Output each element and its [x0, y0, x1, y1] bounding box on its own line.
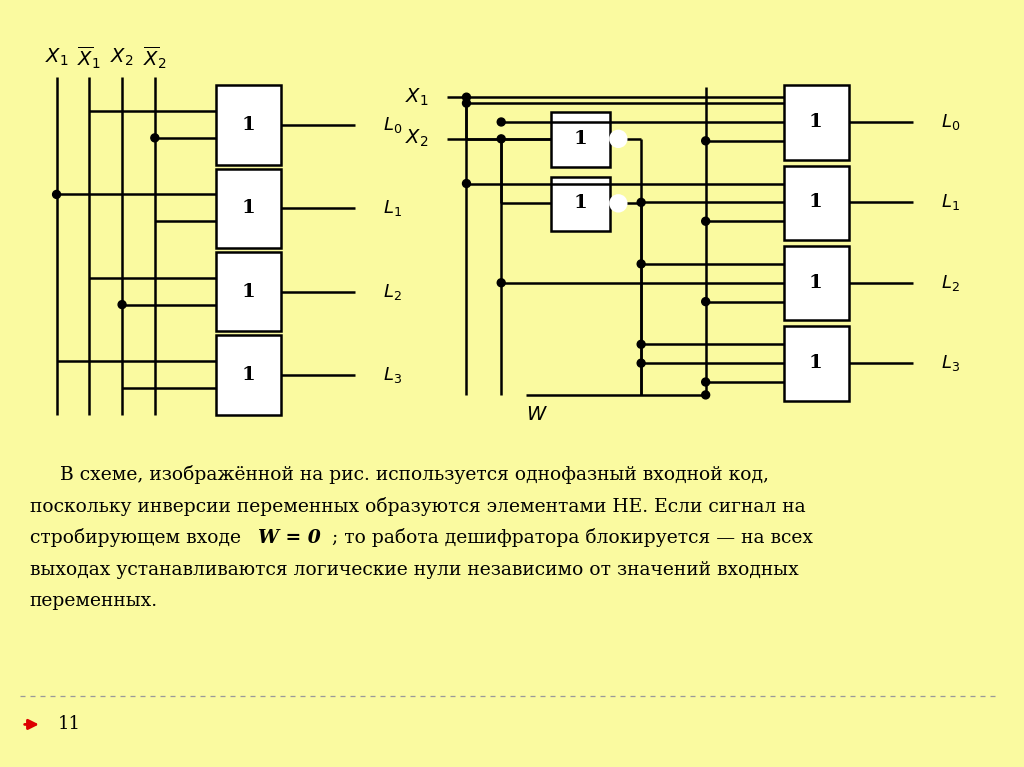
Text: $X_2$: $X_2$ — [111, 47, 134, 68]
Bar — [551, 176, 610, 231]
Text: W = 0: W = 0 — [258, 528, 321, 547]
Bar — [216, 252, 281, 331]
Text: 1: 1 — [809, 193, 822, 212]
Text: $\overline{X}_1$: $\overline{X}_1$ — [78, 44, 101, 71]
Circle shape — [463, 179, 470, 187]
Circle shape — [498, 118, 505, 126]
Circle shape — [610, 131, 627, 146]
Text: 1: 1 — [242, 283, 255, 301]
Text: 1: 1 — [242, 199, 255, 217]
Circle shape — [701, 378, 710, 386]
Text: стробирующем входе: стробирующем входе — [30, 528, 247, 548]
Circle shape — [610, 196, 627, 211]
Circle shape — [52, 190, 60, 199]
Circle shape — [151, 134, 159, 142]
Circle shape — [701, 217, 710, 225]
Text: 11: 11 — [57, 716, 81, 733]
Circle shape — [498, 135, 505, 143]
Circle shape — [637, 341, 645, 348]
Text: 1: 1 — [242, 116, 255, 134]
Text: $L_3$: $L_3$ — [941, 353, 959, 374]
Text: $L_2$: $L_2$ — [383, 281, 401, 301]
Text: В схеме, изображённой на рис. используется однофазный входной код,: В схеме, изображённой на рис. использует… — [30, 465, 769, 484]
Text: ; то работа дешифратора блокируется — на всех: ; то работа дешифратора блокируется — на… — [333, 528, 813, 548]
Text: 1: 1 — [573, 194, 588, 212]
Text: $L_1$: $L_1$ — [941, 193, 959, 212]
Bar — [216, 85, 281, 165]
Text: $X_2$: $X_2$ — [406, 128, 429, 150]
Text: $L_2$: $L_2$ — [941, 273, 959, 293]
Circle shape — [637, 359, 645, 367]
Text: $L_0$: $L_0$ — [383, 115, 402, 135]
Text: 1: 1 — [242, 366, 255, 384]
Text: $X_1$: $X_1$ — [406, 87, 429, 108]
Text: 1: 1 — [809, 354, 822, 372]
Circle shape — [463, 99, 470, 107]
Text: $L_1$: $L_1$ — [383, 199, 402, 219]
Circle shape — [637, 260, 645, 268]
Circle shape — [637, 199, 645, 206]
Text: поскольку инверсии переменных образуются элементами НЕ. Если сигнал на: поскольку инверсии переменных образуются… — [30, 496, 806, 515]
Text: $W$: $W$ — [526, 406, 548, 423]
Text: $\overline{X}_2$: $\overline{X}_2$ — [143, 44, 167, 71]
Circle shape — [701, 298, 710, 305]
Text: $L_3$: $L_3$ — [383, 365, 402, 385]
Text: переменных.: переменных. — [30, 592, 158, 611]
Bar — [784, 166, 849, 240]
Circle shape — [463, 94, 470, 101]
Circle shape — [118, 301, 126, 308]
Bar — [551, 112, 610, 166]
Bar — [784, 85, 849, 160]
Text: выходах устанавливаются логические нули независимо от значений входных: выходах устанавливаются логические нули … — [30, 561, 799, 578]
Bar — [216, 335, 281, 415]
Bar — [216, 169, 281, 248]
Text: 1: 1 — [809, 274, 822, 291]
Text: 1: 1 — [809, 113, 822, 131]
Bar — [784, 327, 849, 401]
Circle shape — [498, 278, 505, 287]
Bar — [784, 246, 849, 321]
Text: $L_0$: $L_0$ — [941, 112, 961, 132]
Text: 1: 1 — [573, 130, 588, 148]
Circle shape — [701, 137, 710, 145]
Circle shape — [701, 391, 710, 399]
Text: $X_1$: $X_1$ — [45, 47, 69, 68]
